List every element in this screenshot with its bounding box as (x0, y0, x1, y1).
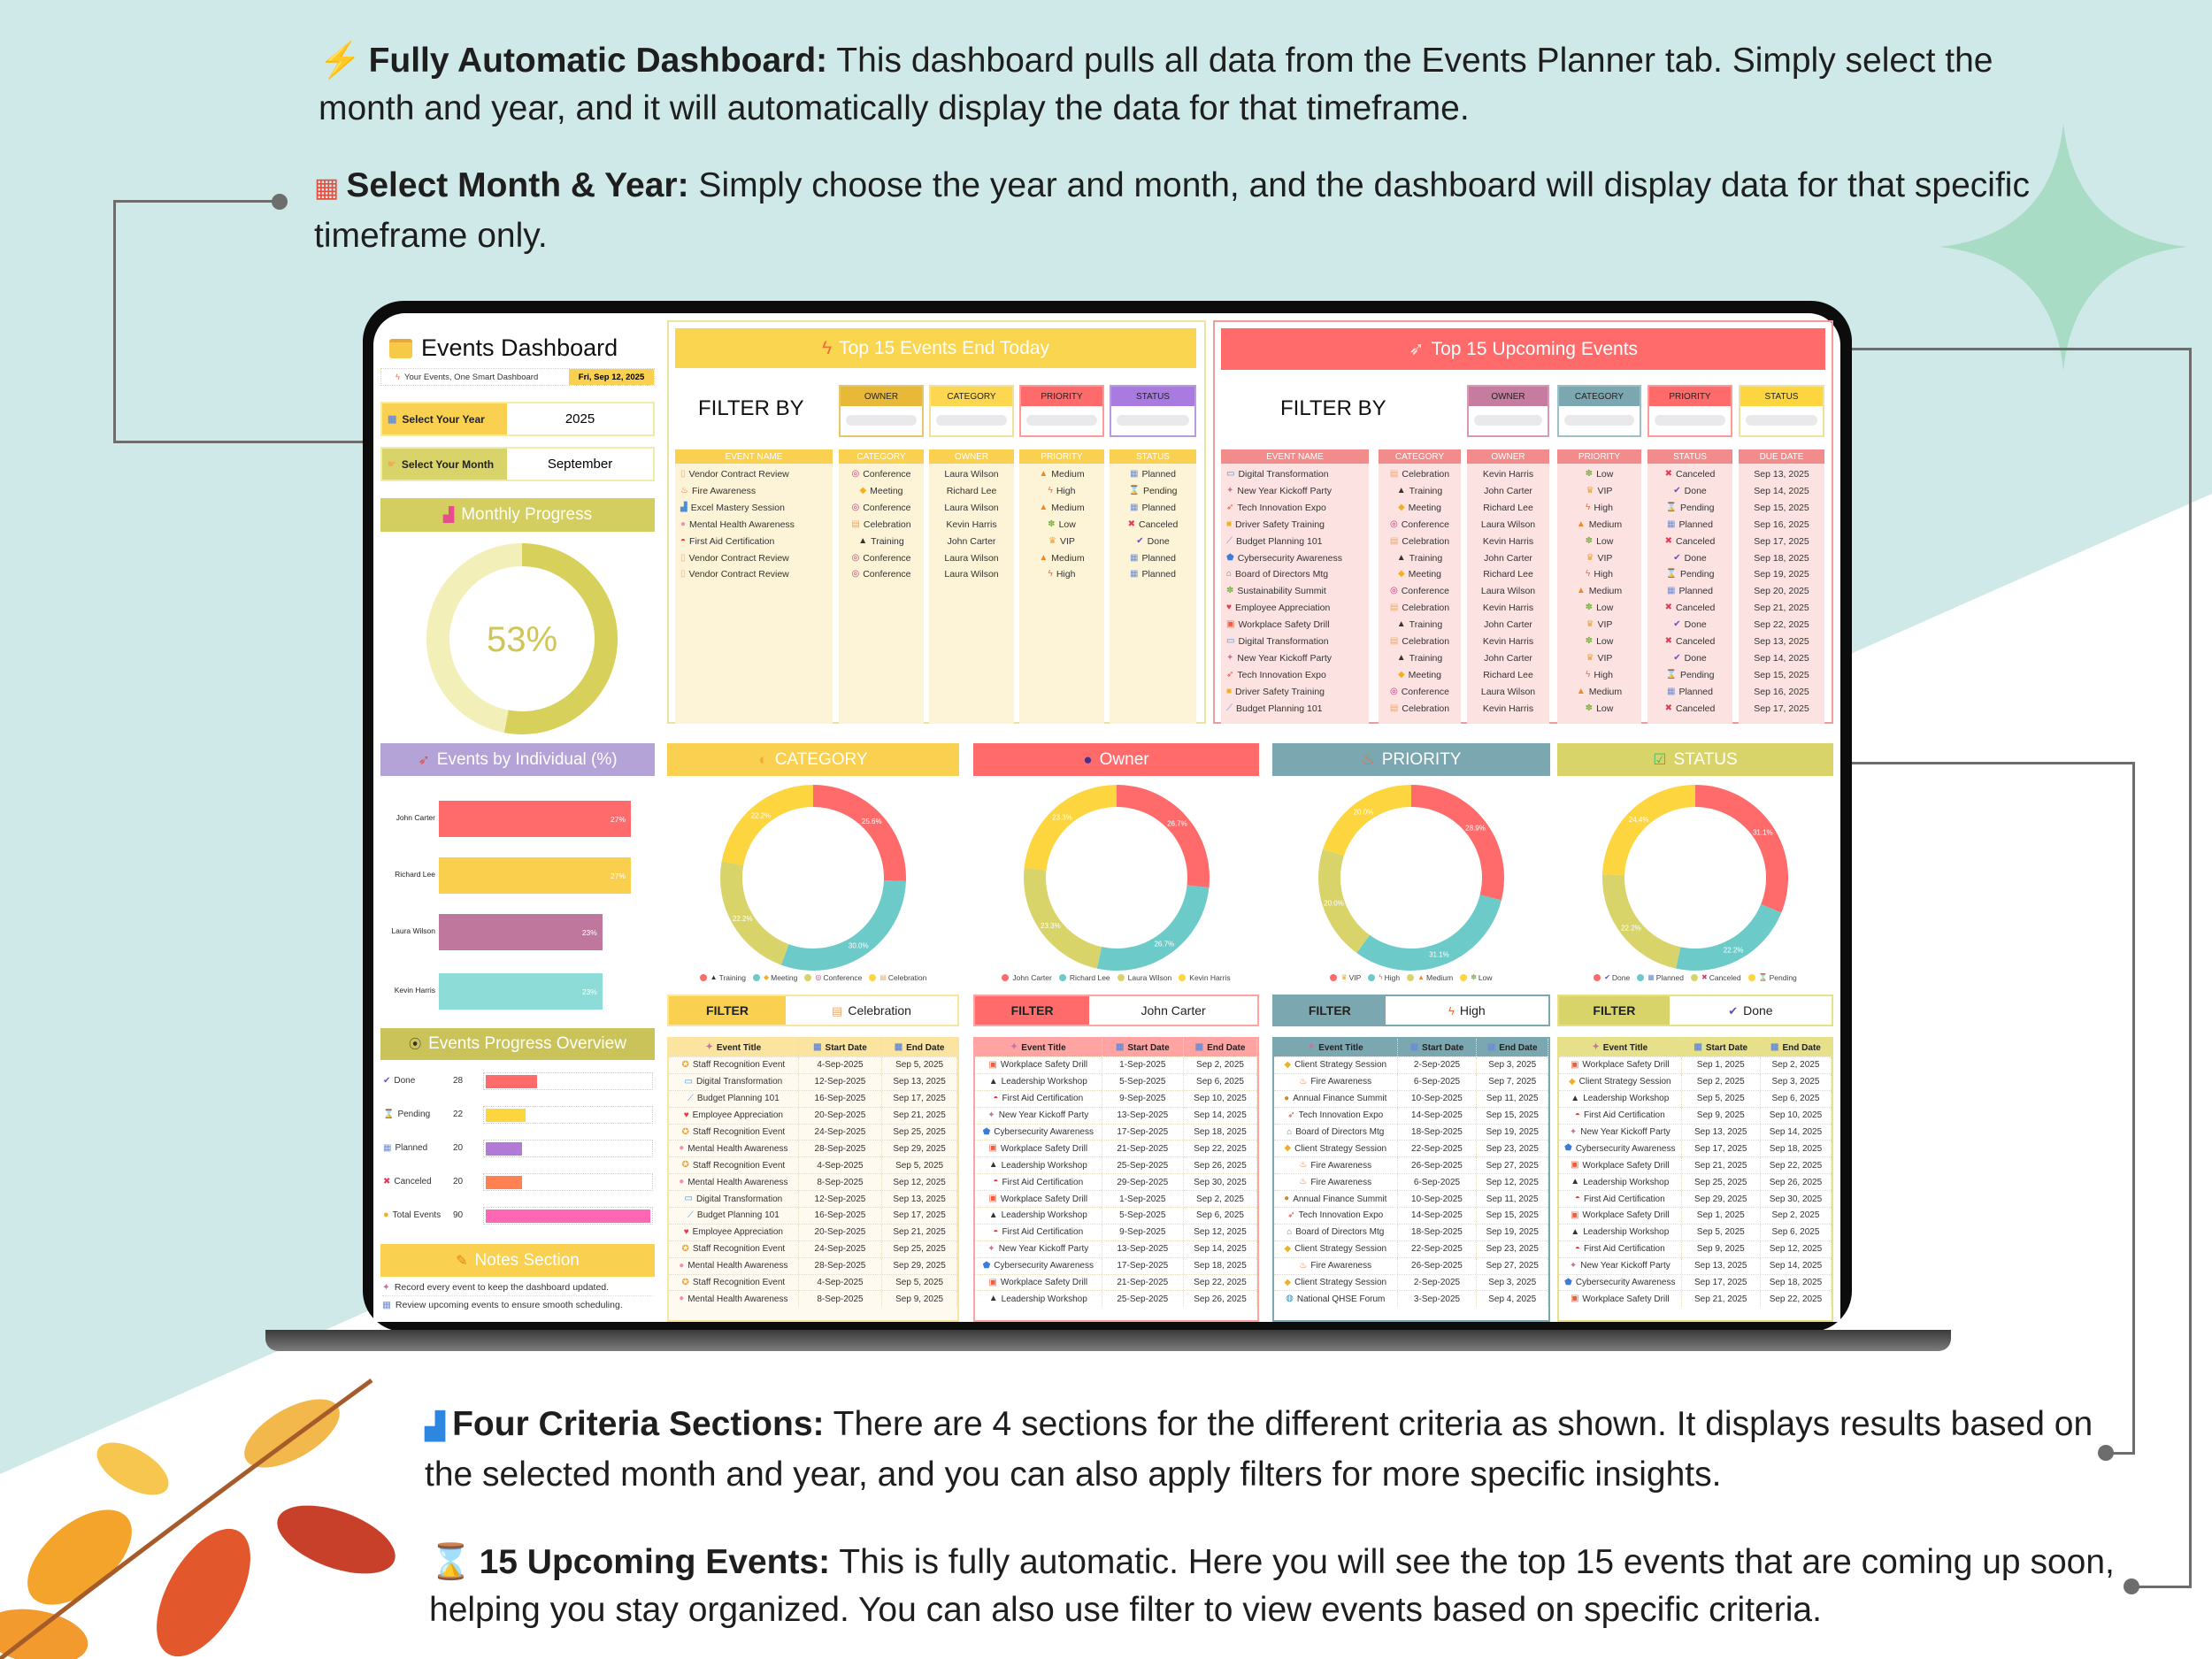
autumn-leaves-decoration (0, 1378, 396, 1659)
calendar-icon: ▦ (314, 173, 340, 203)
bar-chart-icon: ▟ (425, 1412, 446, 1441)
outro-four-criteria: ▟ Four Criteria Sections: There are 4 sec… (425, 1405, 2093, 1494)
hourglass-icon: ⌛ (429, 1543, 472, 1581)
intro-fully-automatic: ⚡ Fully Automatic Dashboard: This dashboa… (319, 37, 2088, 133)
intro-select-month-year: ▦ Select Month & Year: Simply choose the … (314, 166, 2030, 255)
sparkle-star-decoration (1939, 123, 2187, 371)
lightning-icon: ⚡ (319, 42, 362, 80)
outro-upcoming-events: ⌛ 15 Upcoming Events: This is fully autom… (429, 1539, 2154, 1634)
laptop-screen (373, 313, 1840, 1322)
laptop-base (265, 1330, 1951, 1351)
